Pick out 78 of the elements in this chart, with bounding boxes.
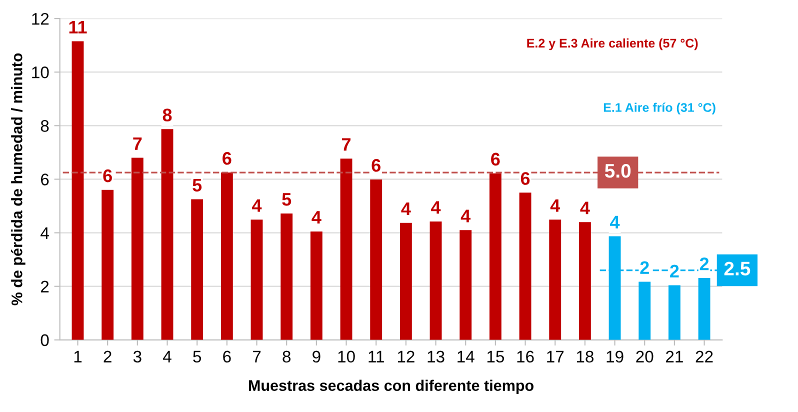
bar — [668, 285, 680, 340]
x-tick-label: 10 — [338, 350, 355, 363]
x-tick-label: 1 — [74, 350, 82, 362]
y-tick-label: 4 — [40, 227, 49, 239]
x-tick-label: 19 — [606, 350, 624, 363]
x-tick-label: 9 — [312, 350, 320, 363]
x-tick-label: 3 — [133, 350, 142, 363]
data-label: 6 — [222, 152, 232, 165]
data-label: 2 — [700, 258, 709, 270]
x-tick-label: 2 — [104, 350, 112, 362]
data-label: 5 — [282, 193, 292, 206]
bar — [310, 231, 322, 340]
bar — [430, 222, 442, 340]
bar — [131, 158, 144, 340]
y-axis-title: % de pérdida de humedad / minuto — [10, 53, 26, 306]
text: E.2 y E.3 Aire caliente (57 °C) — [527, 38, 698, 50]
x-tick-label: 6 — [223, 350, 231, 363]
data-label: 5 — [192, 178, 202, 192]
x-tick-label: 5 — [193, 350, 202, 363]
bar — [72, 41, 84, 340]
x-tick-label: 17 — [547, 350, 564, 362]
bar — [370, 179, 382, 340]
data-label: 2 — [640, 261, 649, 274]
y-tick-label: 10 — [32, 66, 49, 78]
annotation: 2.5 — [724, 262, 750, 276]
x-tick-label: 18 — [576, 350, 594, 363]
data-label: 4 — [460, 210, 471, 222]
y-tick-label: 2 — [41, 280, 49, 292]
x-tick-label: 12 — [398, 350, 414, 362]
data-label: 2 — [670, 264, 679, 278]
bar — [460, 230, 472, 340]
data-label: 6 — [103, 169, 112, 182]
data-label: 4 — [431, 201, 441, 214]
y-tick-label: 6 — [41, 174, 49, 186]
bar — [220, 172, 233, 340]
bar — [638, 282, 651, 340]
bar — [400, 222, 412, 340]
x-tick-label: 14 — [458, 350, 474, 362]
data-label: 7 — [133, 137, 142, 150]
data-label: 4 — [580, 202, 590, 214]
x-tick-label: 11 — [368, 350, 384, 362]
x-tick-label: 8 — [282, 350, 291, 363]
y-tick-label: 8 — [40, 120, 49, 132]
bar — [340, 158, 352, 340]
bar — [191, 199, 204, 340]
x-tick-label: 21 — [666, 350, 683, 362]
data-label: 4 — [610, 216, 620, 228]
data-label: 4 — [550, 199, 560, 212]
x-axis-title: Muestras secadas con diferente tiempo — [248, 380, 534, 394]
bar — [698, 278, 710, 340]
x-tick-label: 13 — [428, 350, 444, 363]
data-label: 6 — [372, 158, 380, 172]
data-label: 4 — [312, 211, 322, 224]
y-tick-label: 0 — [40, 334, 49, 346]
x-tick-label: 15 — [487, 350, 504, 363]
bar — [489, 173, 502, 340]
bar — [280, 214, 293, 340]
data-label: 6 — [491, 152, 500, 166]
y-tick-label: 12 — [32, 12, 49, 25]
bar — [161, 129, 174, 340]
text: E.1 Aire frío (31 °C) — [604, 102, 716, 114]
bar — [549, 220, 562, 340]
data-label: 6 — [520, 172, 530, 185]
bar — [578, 222, 591, 340]
data-label: 8 — [162, 108, 172, 122]
bar — [250, 220, 263, 340]
data-label: 7 — [342, 138, 350, 151]
data-label: 4 — [401, 202, 411, 215]
bar — [102, 190, 114, 340]
data-label: 11 — [69, 20, 87, 34]
x-tick-label: 7 — [252, 350, 261, 362]
data-label: 4 — [252, 199, 262, 212]
bar — [519, 192, 532, 340]
x-tick-label: 22 — [696, 350, 713, 362]
x-tick-label: 4 — [163, 350, 172, 362]
x-tick-label: 20 — [636, 350, 654, 363]
x-tick-label: 16 — [517, 350, 534, 363]
annotation: 5.0 — [604, 164, 631, 178]
